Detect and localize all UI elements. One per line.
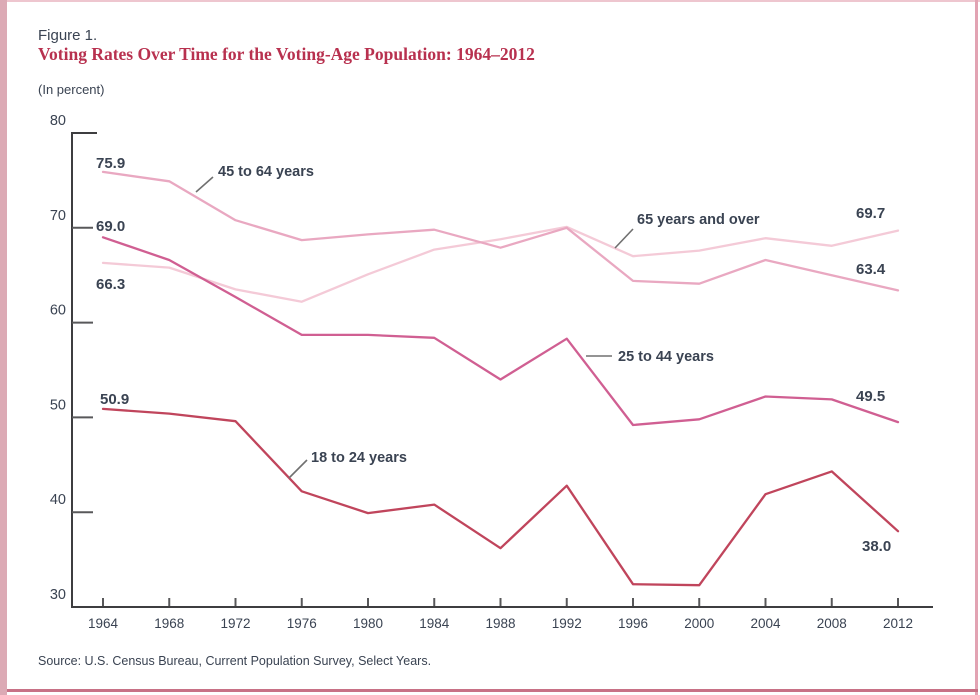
x-tick-label: 1984 [419,616,450,631]
page-right-border [975,0,978,695]
series-label: 25 to 44 years [618,349,714,365]
x-tick-label: 1972 [220,616,250,631]
page-left-accent-strip [0,0,7,695]
leader-line [288,459,308,479]
value-label-end: 63.4 [856,261,886,278]
axes [71,132,933,608]
y-tick-label: 30 [50,587,66,603]
figure-title: Voting Rates Over Time for the Voting-Ag… [38,44,535,64]
x-tick-label: 2008 [817,616,847,631]
series-label: 18 to 24 years [311,450,407,466]
x-tick-label: 1980 [353,616,383,631]
source-note: Source: U.S. Census Bureau, Current Popu… [38,654,432,668]
x-tick-label: 1992 [552,616,582,631]
leader-line [614,228,634,249]
x-tick-label: 1968 [154,616,184,631]
x-tick-label: 2012 [883,616,913,631]
x-tick-label: 1996 [618,616,648,631]
x-tick-label: 2004 [750,616,781,631]
value-label-end: 49.5 [856,388,885,405]
series-label: 45 to 64 years [218,164,314,180]
page-top-border [7,0,980,2]
y-tick-label: 80 [50,113,66,129]
page-bottom-border [7,689,978,692]
x-tick-label: 2000 [684,616,714,631]
series-label: 65 years and over [637,212,760,228]
x-tick-label: 1988 [485,616,515,631]
y-tick-label: 70 [50,208,66,224]
y-tick-label: 50 [50,397,66,413]
series-line-45-to-64-years [101,170,900,292]
figure-label: Figure 1. [38,27,98,44]
x-tick-label: 1964 [88,616,119,631]
x-tick-label: 1976 [287,616,317,631]
series-line-65-years-and-over [101,225,900,303]
units-label: (In percent) [38,82,105,97]
y-tick-label: 60 [50,303,66,319]
value-label-start: 75.9 [96,155,125,172]
y-tick-label: 40 [50,492,66,508]
value-label-start: 69.0 [96,218,125,235]
value-label-end: 38.0 [862,538,891,555]
value-label-start: 66.3 [96,276,125,293]
leader-line [195,176,214,193]
series-line-18-to-24-years [101,407,900,587]
value-label-start: 50.9 [100,391,129,408]
series-line-25-to-44-years [101,236,900,427]
value-label-end: 69.7 [856,205,885,222]
